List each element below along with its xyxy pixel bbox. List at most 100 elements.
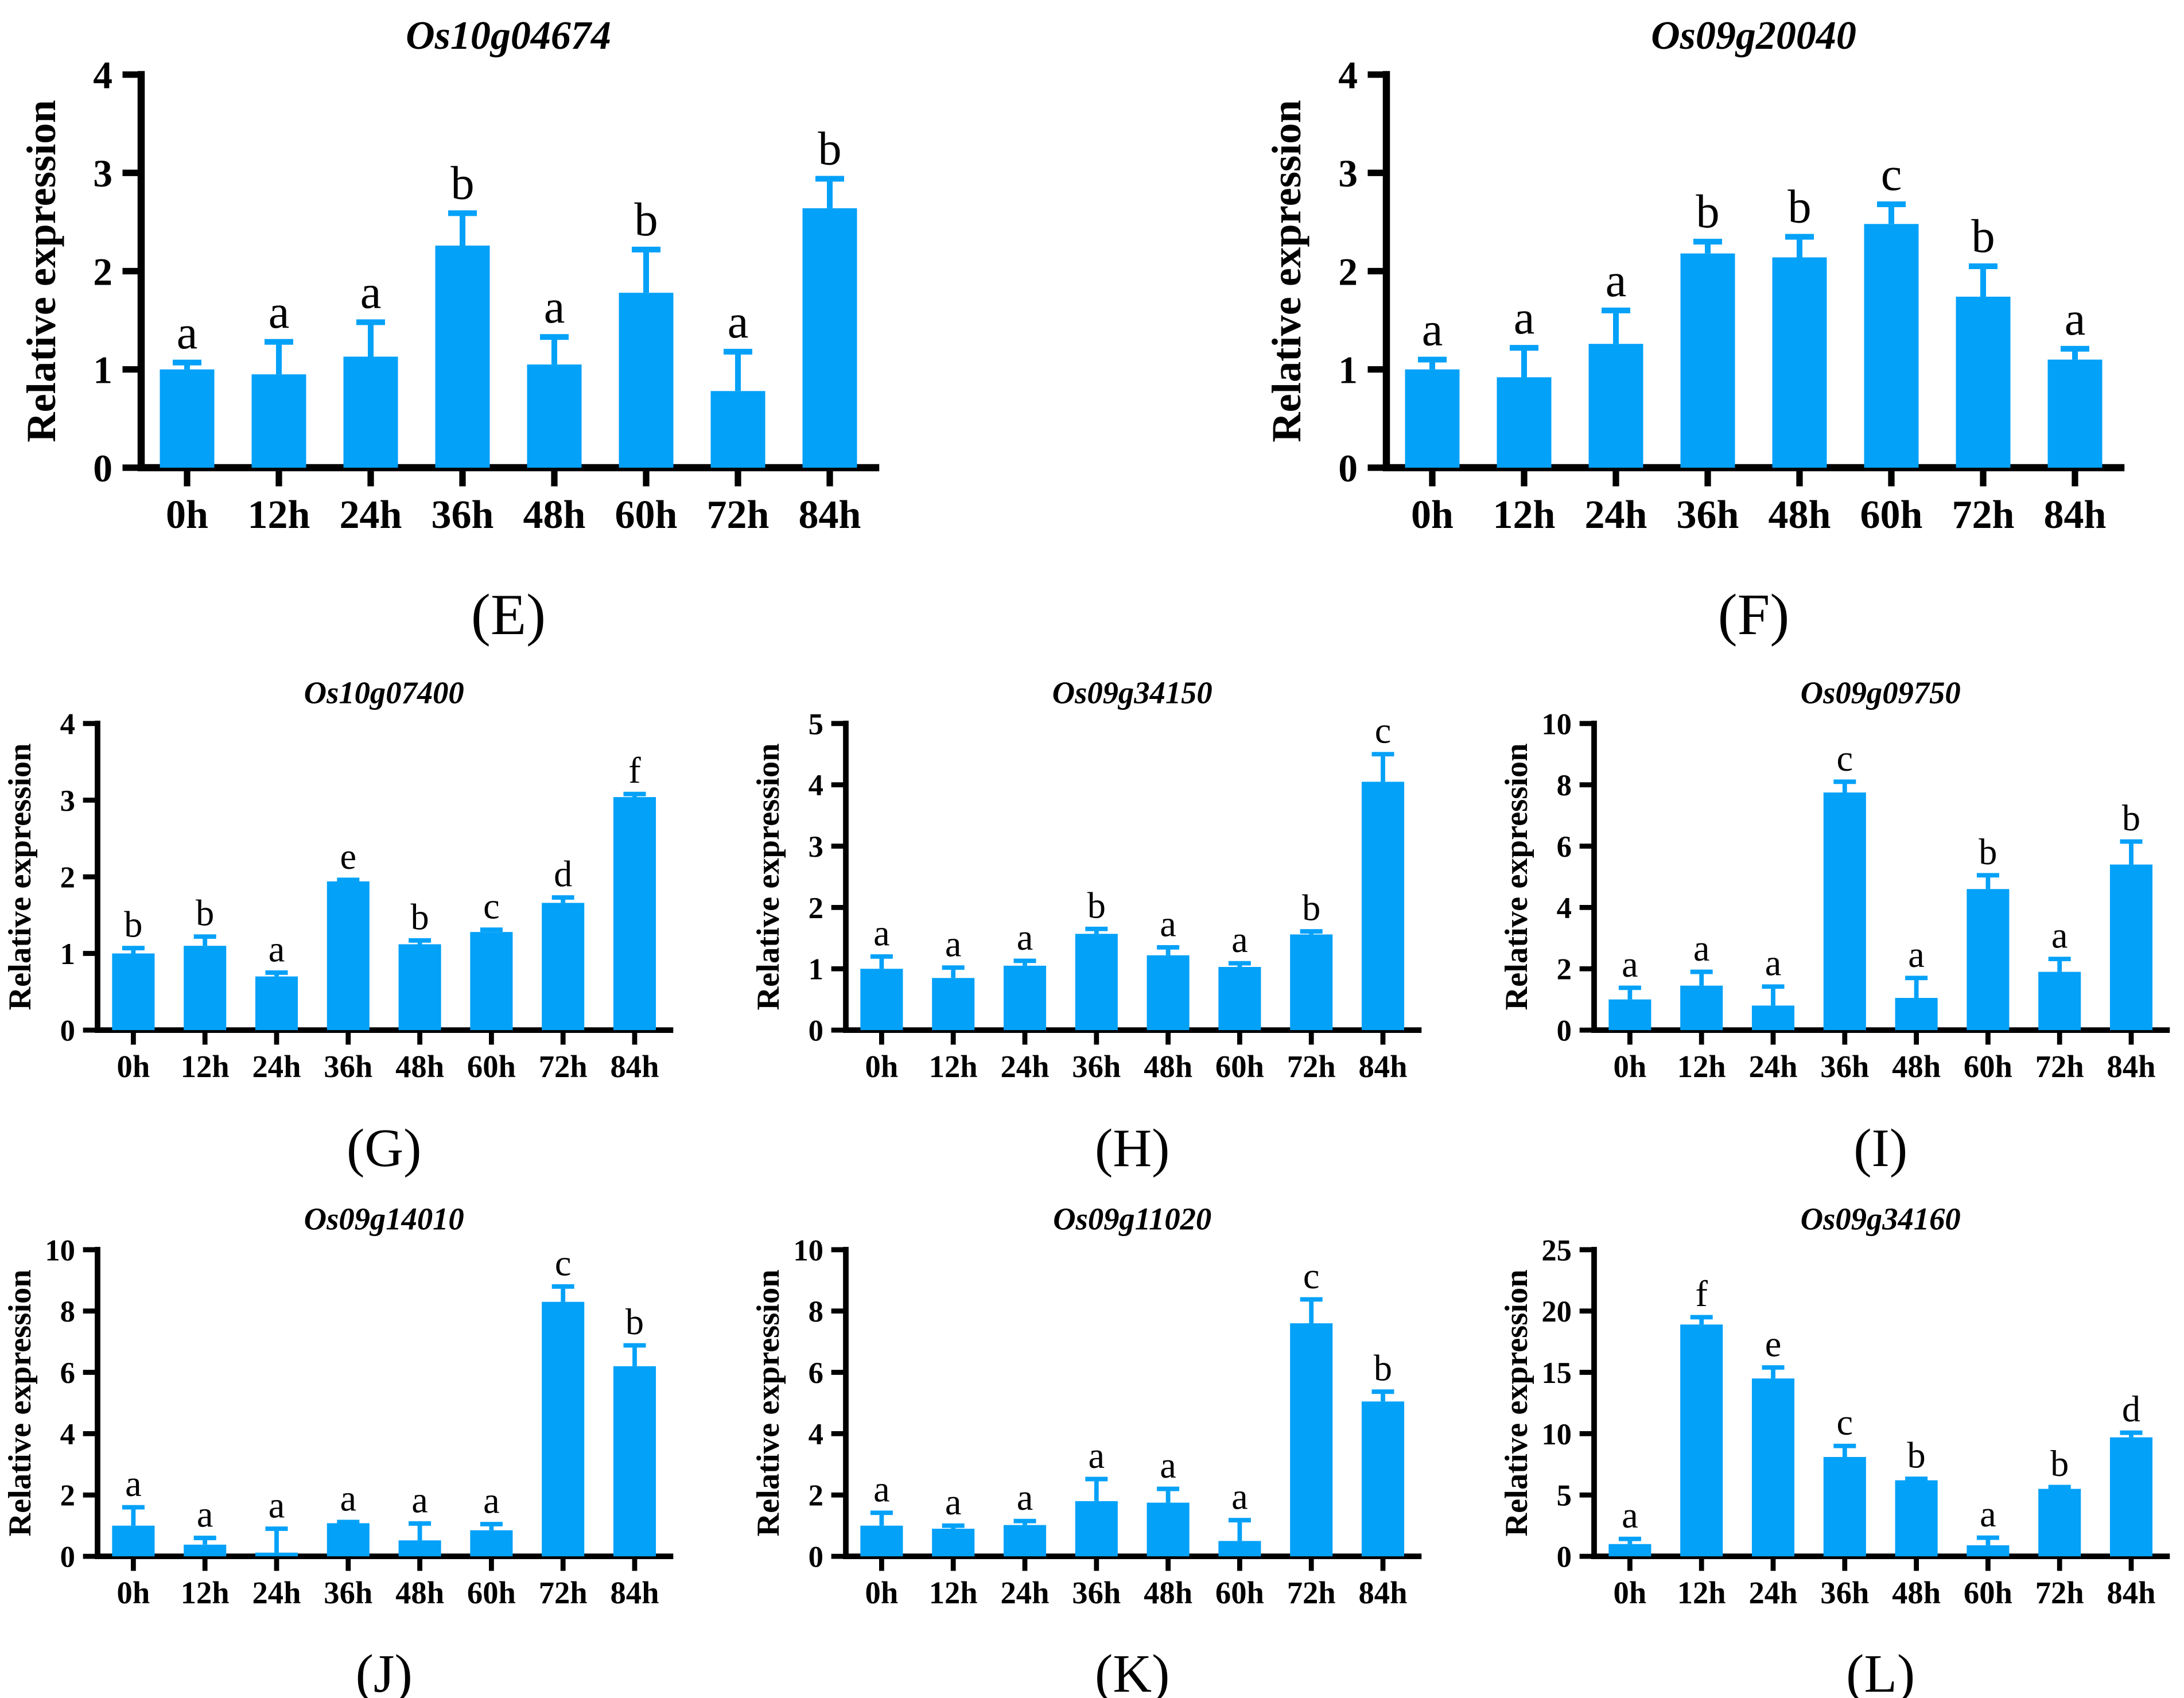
error-bar (122, 946, 145, 954)
sig-letter: a (269, 285, 290, 338)
x-tick-label: 24h (1001, 1575, 1050, 1610)
y-tick-label: 2 (1557, 953, 1572, 986)
sig-letter: e (340, 836, 357, 877)
x-tick-label: 0h (865, 1575, 899, 1610)
y-tick-label: 2 (1338, 250, 1358, 293)
y-tick-label: 0 (60, 1540, 75, 1573)
x-tick-label: 72h (2035, 1575, 2084, 1610)
chart-svg-G: Os10g07400 Relative expression 0 1 2 3 4 0h b 12h… (8, 675, 674, 1084)
y-tick-label: 4 (1557, 892, 1572, 925)
x-tick-label: 36h (1820, 1575, 1869, 1610)
x-tick-label: 60h (615, 493, 678, 537)
error-bar (1833, 1443, 1856, 1457)
x-tick-label: 0h (117, 1049, 150, 1084)
bar-60h (619, 293, 674, 468)
sig-letter: b (1979, 831, 1997, 872)
bar-0h (860, 1525, 903, 1556)
y-tick-label: 1 (1338, 349, 1358, 392)
error-bar (1690, 969, 1713, 986)
error-bar (632, 246, 660, 293)
sig-letter: b (450, 156, 474, 209)
bar-72h (710, 391, 765, 468)
bar-12h (184, 1544, 227, 1556)
sig-letter: a (177, 306, 198, 359)
sig-letter: b (625, 1301, 644, 1342)
x-tick-label: 12h (181, 1575, 230, 1610)
sig-letter: a (945, 924, 962, 965)
panel-label-F: (F) (1717, 582, 1790, 647)
bar-48h (398, 944, 441, 1031)
y-tick-label: 10 (1541, 708, 1572, 741)
error-bar (337, 877, 360, 883)
y-tick-label: 10 (1541, 1417, 1572, 1451)
sig-letter: a (1622, 944, 1638, 985)
chart-panel-K: Os09g11020 Relative expression 0 2 4 6 8 10 0h a 1… (756, 1200, 1428, 1698)
sig-letter: b (1907, 1435, 1926, 1475)
x-tick-label: 36h (1072, 1575, 1121, 1610)
y-tick-label: 0 (809, 1015, 823, 1048)
error-bar (337, 1519, 360, 1524)
chart-svg-K: Os09g11020 Relative expression 0 2 4 6 8 10 0h a 1… (756, 1201, 1422, 1610)
bar-84h (1361, 782, 1405, 1031)
sig-letter: b (2122, 798, 2140, 838)
sig-letter: b (1302, 888, 1320, 928)
chart-panel-L: Os09g34160 Relative expression 0 5 10 15 20 25 0… (1505, 1200, 2176, 1698)
bar-84h (802, 208, 857, 468)
sig-letter: a (1089, 1435, 1105, 1475)
y-tick-label: 4 (60, 708, 75, 741)
error-bar (1013, 958, 1036, 966)
x-tick-label: 84h (611, 1575, 659, 1610)
sig-letter: a (483, 1480, 500, 1521)
sig-letter: a (1017, 917, 1033, 958)
error-bar (942, 965, 965, 978)
chart-panel-E: Os10g04674 Relative expression 0 1 2 3 4 0h a 12h… (26, 11, 887, 644)
x-tick-label: 48h (523, 493, 586, 537)
error-bar (1762, 1365, 1785, 1378)
bar-60h (1218, 1540, 1261, 1556)
bar-0h (860, 969, 903, 1031)
panel-label-H: (H) (1094, 1118, 1170, 1178)
bar-24h (1751, 1378, 1795, 1556)
y-tick-label: 20 (1541, 1295, 1572, 1328)
bar-12h (251, 374, 306, 468)
chart-panel-G: Os10g07400 Relative expression 0 1 2 3 4 0h b 12h… (8, 674, 679, 1175)
y-tick-label: 25 (1541, 1234, 1572, 1267)
panel-label-I: (I) (1853, 1118, 1908, 1178)
bar-72h (542, 903, 585, 1031)
bar-72h (1290, 1323, 1333, 1556)
x-tick-label: 36h (324, 1049, 372, 1084)
x-tick-label: 0h (1614, 1575, 1647, 1610)
error-bar (1013, 1518, 1036, 1525)
sig-letter: a (1422, 303, 1443, 356)
bar-12h (184, 946, 227, 1031)
axes (1382, 71, 2125, 472)
sig-letter: a (1908, 934, 1925, 975)
bar-36h (1075, 1501, 1118, 1556)
y-axis-label: Relative expression (26, 100, 64, 442)
x-tick-label: 84h (2107, 1049, 2156, 1084)
bar-0h (1608, 999, 1651, 1031)
x-tick-label: 60h (1215, 1049, 1264, 1084)
bar-0h (1405, 369, 1460, 468)
error-bar (193, 1535, 216, 1545)
sig-letter: a (1622, 1495, 1638, 1536)
bar-84h (2047, 359, 2103, 468)
x-tick-label: 12h (1677, 1575, 1726, 1610)
axes (1591, 1246, 2170, 1559)
x-tick-label: 72h (1952, 493, 2015, 537)
error-bar (265, 1526, 288, 1553)
sig-letter: a (2051, 915, 2068, 956)
error-bar (122, 1505, 145, 1526)
bar-48h (1772, 257, 1827, 468)
sig-letter: a (873, 912, 890, 953)
x-tick-label: 72h (1287, 1575, 1336, 1610)
error-bar (551, 895, 574, 903)
sig-letter: b (1787, 180, 1811, 233)
sig-letter: a (1606, 254, 1627, 306)
error-bar (265, 339, 293, 375)
axes (843, 720, 1422, 1033)
x-tick-label: 48h (1144, 1049, 1192, 1084)
chart-row-1: Os10g04674 Relative expression 0 1 2 3 4 0h a 12h… (26, 11, 2132, 644)
axes (95, 720, 674, 1033)
sig-letter: a (544, 280, 565, 333)
